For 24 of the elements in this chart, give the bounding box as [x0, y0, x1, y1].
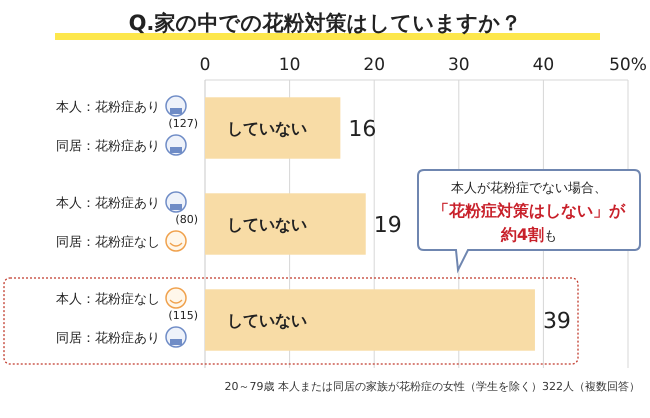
data-label: 39	[542, 309, 571, 334]
bar	[205, 289, 535, 351]
category-label: 本人：花粉症なし同居：花粉症あり	[56, 292, 160, 346]
bar	[205, 97, 340, 159]
text: していない	[227, 215, 307, 234]
x-tick-label: 20	[363, 55, 386, 75]
annotation: 本人が花粉症でない場合、「花粉症対策はしない」が約4割も	[433, 181, 626, 244]
chart-title: Q.家の中での花粉対策はしていますか？	[128, 11, 522, 35]
x-tick-label: 30	[448, 55, 470, 75]
category-label: 本人：花粉症あり同居：花粉症なし	[56, 196, 160, 250]
series-label: していない	[227, 119, 307, 138]
text: (127)	[168, 117, 198, 130]
x-tick-label: 50%	[609, 55, 647, 75]
bar	[205, 193, 366, 255]
data-label: 19	[374, 213, 402, 238]
text: 20～79歳 本人または同居の家族が花粉症の女性（学生を除く）322人（複数回答）	[224, 380, 640, 393]
x-tick-label: 0	[200, 55, 210, 75]
x-tick-label: 40	[532, 55, 554, 75]
category-label: 本人：花粉症あり同居：花粉症あり	[56, 100, 160, 154]
data-label: 16	[348, 117, 376, 142]
x-tick-label: 10	[278, 55, 300, 75]
text: (80)	[175, 213, 198, 226]
text: していない	[227, 311, 307, 330]
text: (115)	[168, 309, 198, 322]
